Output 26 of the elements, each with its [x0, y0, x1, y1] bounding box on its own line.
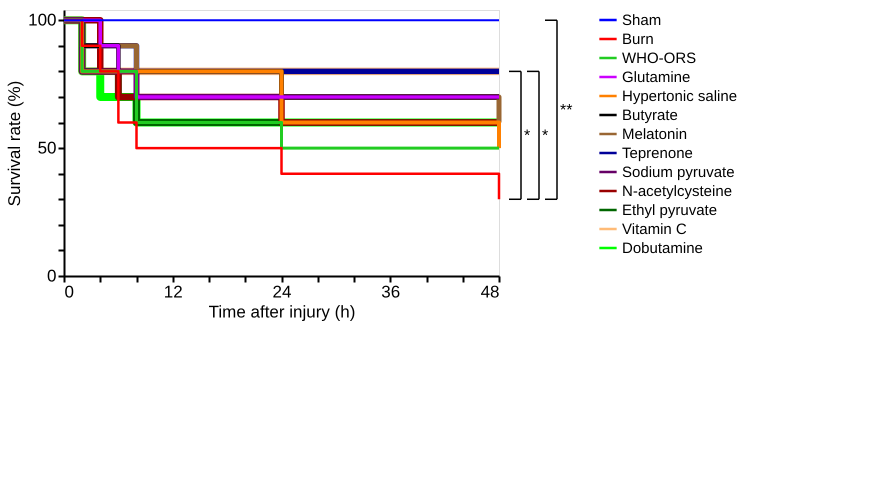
legend-label: Ethyl pyruvate — [622, 202, 718, 219]
legend-label: Burn — [622, 31, 654, 48]
y-tick-label: 50 — [38, 138, 56, 158]
text: ** — [560, 102, 572, 119]
text: * — [542, 127, 548, 144]
text: * — [524, 127, 530, 144]
legend-label: Dobutamine — [622, 240, 703, 257]
legend-label: Hypertonic saline — [622, 88, 738, 105]
x-tick-label: 36 — [381, 282, 400, 302]
x-axis-title: Time after injury (h) — [208, 302, 356, 322]
legend-label: Butyrate — [622, 107, 678, 124]
legend-label: WHO-ORS — [622, 50, 696, 67]
x-tick-label: 12 — [164, 282, 183, 302]
legend-label: Sodium pyruvate — [622, 164, 735, 181]
y-tick-label: 0 — [47, 266, 56, 286]
x-tick-label: 0 — [64, 282, 74, 302]
legend-label: Sham — [622, 12, 662, 29]
legend-label: Vitamin C — [622, 221, 687, 238]
legend-label: N-acetylcysteine — [622, 183, 732, 200]
x-tick-label: 24 — [272, 282, 292, 302]
legend-label: Glutamine — [622, 69, 690, 86]
y-axis-title: Survival rate (%) — [5, 80, 24, 206]
legend-label: Melatonin — [622, 126, 688, 143]
legend-label: Teprenone — [622, 145, 693, 162]
y-tick-label: 100 — [28, 10, 56, 30]
x-tick-label: 48 — [480, 282, 500, 302]
